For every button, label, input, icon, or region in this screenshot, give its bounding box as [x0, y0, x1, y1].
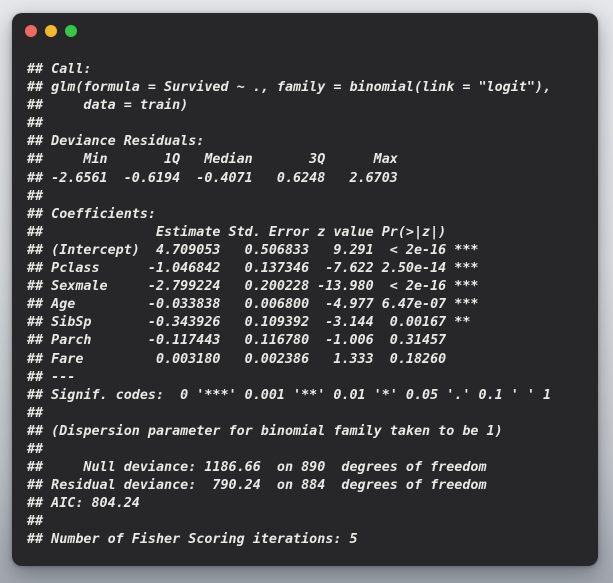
console-line: ## Residual deviance: 790.24 on 884 degr… [27, 478, 487, 494]
console-line: ## Age -0.033838 0.006800 -4.977 6.47e-0… [27, 297, 479, 313]
console-line: ## [27, 405, 44, 421]
console-line: ## data = train) [27, 98, 189, 114]
console-line: ## (Intercept) 4.709053 0.506833 9.291 <… [27, 242, 479, 258]
minimize-button[interactable] [45, 25, 57, 37]
console-line: ## Null deviance: 1186.66 on 890 degrees… [27, 460, 487, 476]
console-line: ## [27, 441, 44, 457]
console-line: ## Min 1Q Median 3Q Max [27, 152, 398, 168]
console-line: ## Signif. codes: 0 '***' 0.001 '**' 0.0… [27, 387, 552, 403]
console-line: ## Pclass -1.046842 0.137346 -7.622 2.50… [27, 261, 479, 277]
console-line: ## [27, 188, 44, 204]
console-line: ## Deviance Residuals: [27, 134, 205, 150]
console-line: ## Sexmale -2.799224 0.200228 -13.980 < … [27, 279, 479, 295]
console-line: ## Estimate Std. Error z value Pr(>|z|) [27, 224, 447, 240]
console-line: ## -2.6561 -0.6194 -0.4071 0.6248 2.6703 [27, 170, 398, 186]
console-line: ## glm(formula = Survived ~ ., family = … [27, 80, 552, 96]
console-line: ## Parch -0.117443 0.116780 -1.006 0.314… [27, 333, 447, 349]
console-line: ## AIC: 804.24 [27, 496, 140, 512]
window-controls [25, 25, 77, 37]
console-line: ## Fare 0.003180 0.002386 1.333 0.18260 [27, 351, 447, 367]
terminal-window: ## Call: ## glm(formula = Survived ~ ., f… [12, 13, 598, 566]
console-line: ## SibSp -0.343926 0.109392 -3.144 0.001… [27, 315, 471, 331]
console-line: ## (Dispersion parameter for binomial fa… [27, 423, 503, 439]
console-line: ## [27, 514, 44, 530]
console-line: ## --- [27, 369, 76, 385]
console-output: ## Call: ## glm(formula = Survived ~ ., f… [27, 61, 596, 564]
zoom-button[interactable] [65, 25, 77, 37]
window-titlebar[interactable] [12, 13, 598, 61]
console-line: ## Coefficients: [27, 206, 156, 222]
close-button[interactable] [25, 25, 37, 37]
console-line: ## [27, 116, 44, 132]
console-line: ## Number of Fisher Scoring iterations: … [27, 532, 358, 548]
console-line: ## Call: [27, 62, 92, 77]
